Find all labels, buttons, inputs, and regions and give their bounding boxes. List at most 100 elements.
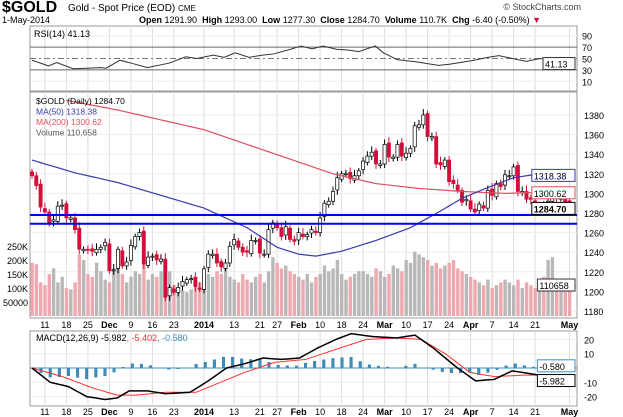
date-tick-label: Apr [463,320,479,330]
macd-histogram-bar [513,363,517,369]
ma50-line [31,159,570,257]
price-tick-label: 1340 [584,150,604,160]
volume-bar [193,285,198,316]
volume-bar [520,288,524,316]
candle-body [154,254,159,261]
volume-bar [434,262,438,316]
macd-hist-value: -0.580 [539,362,565,372]
volume-bar [241,274,245,316]
macd-histogram-bar [139,364,143,369]
copyright[interactable]: © StockCharts.com [503,2,581,12]
candle-body [369,151,374,157]
candle-body [343,173,348,176]
candle-body [193,276,198,287]
candle-body [485,190,490,209]
candle-body [94,248,99,254]
volume-bar [348,276,352,316]
price-tick-label: 1280 [584,209,604,219]
candle-body [382,144,387,165]
date: 1-May-2014 [2,15,51,25]
candle-body [141,230,146,265]
date-tick-label: 7 [490,320,495,330]
instrument-name: Gold - Spot Price (EOD) CME [68,3,196,14]
macd-histogram-bar [486,367,490,373]
date-tick-label: 2014 [194,320,214,330]
candle-body [331,191,335,202]
candle-body [447,159,452,182]
volume-bar [494,285,499,316]
name-text: Gold - Spot Price (EOD) [68,3,176,14]
volume-bar [77,254,82,316]
candle-body [275,223,280,229]
candle-body [326,200,331,206]
volume-bar [39,282,43,316]
candle-body [318,217,323,233]
candle-body [498,183,503,187]
candle-body [378,163,383,166]
candle-body [395,144,400,158]
date-tick-label: 14 [509,407,519,417]
candle-body [47,211,52,224]
macd-tick-label: 20 [584,335,594,345]
macd-histogram-bar [331,358,335,369]
macd-histogram-bar [322,359,326,369]
candle-body [288,227,292,240]
date-tick-label: 9 [128,320,133,330]
volume-bar [537,288,542,316]
volume-bar [232,279,236,316]
chg-label: Chg [452,15,470,25]
volume-tick-label: 200K [7,256,28,266]
rsi-line [31,45,574,70]
date-tick-label: Apr [463,407,479,417]
volume-bar [107,282,112,316]
volume-value-box [536,278,576,292]
volume-bar [357,271,361,316]
candle-body [55,205,60,222]
candle-body [232,239,237,246]
candle-body [464,198,469,202]
rsi-panel [29,25,578,92]
date-tick-label: 23 [169,320,179,330]
volume-bar [477,282,481,316]
volume-bar [99,271,103,316]
candle-body [408,147,413,154]
ma50-value-box [531,168,576,182]
candle-body [236,240,241,248]
close-label: Close [320,15,345,25]
candle-body [472,208,477,213]
macd-histogram-bar [340,357,344,369]
date-tick-label: 21 [530,320,540,330]
candle-body [468,200,473,210]
volume-bar [73,282,77,316]
ma50-value: 1318.38 [534,171,567,181]
ohlc-summary: Open 1291.90 High 1293.00 Low 1277.30 Cl… [139,15,541,26]
candle-body [494,183,499,198]
volume-bar [271,257,275,316]
price-tick-label: 1240 [584,248,604,258]
date-tick-label: 27 [272,320,282,330]
candle-body [150,255,155,258]
volume-bar [365,274,370,316]
macd-histogram-bar [130,363,134,369]
volume-bar [51,268,56,316]
candle-body [133,236,138,248]
date-tick-label: 10 [401,407,411,417]
ma200-value: 1300.62 [534,189,567,199]
volume-bar [309,282,314,316]
volume-bar [202,279,206,316]
volume-bar [361,271,365,316]
date-tick-label: 11 [40,407,49,417]
date-tick-label: Dec [101,320,118,330]
volume-bar [533,288,537,316]
macd-histogram-bar [94,367,98,378]
volume-label: Volume [384,15,417,25]
candle-body [103,242,108,247]
price-legend-3: Volume 110,658 [36,128,97,138]
volume-bar [69,289,73,316]
candle-body [515,165,520,192]
macd-line [31,332,573,401]
candle-body [227,245,232,264]
candle-body [180,281,185,287]
candle-body [434,136,439,165]
volume-bar [460,271,464,316]
